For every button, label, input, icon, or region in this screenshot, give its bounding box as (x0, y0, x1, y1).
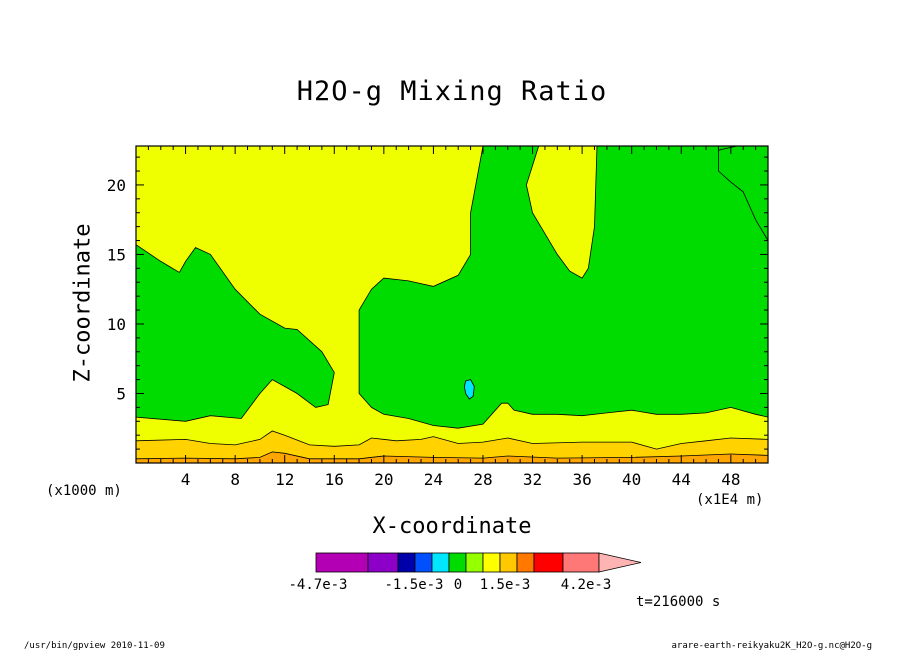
x-tick-label: 4 (181, 470, 191, 489)
colorbar-swatch (315, 552, 369, 573)
plot-frame (135, 145, 769, 464)
x-axis-label: X-coordinate (372, 514, 532, 539)
colorbar-swatch (367, 552, 399, 573)
colorbar-label: 1.5e-3 (480, 577, 531, 593)
footer-right: arare-earth-reikyaku2K_H2O-g.nc@H2O-g (671, 641, 872, 651)
colorbar-swatch (516, 552, 535, 573)
contour-band-orange (135, 451, 769, 464)
time-label: t=216000 s (636, 594, 721, 610)
colorbar-label: -1.5e-3 (384, 577, 443, 593)
y-axis-label: Z-coordinate (70, 223, 96, 383)
colorbar-swatch (499, 552, 518, 573)
contour-region-cyan-2 (463, 379, 475, 400)
colorbar-label: 0 (454, 577, 462, 593)
y-tick-label: 5 (116, 384, 126, 403)
x-tick-label: 44 (672, 470, 691, 489)
colorbar-swatch (414, 552, 433, 573)
contour-fill-layer (135, 145, 769, 464)
colorbar-swatch (448, 552, 467, 573)
y-tick-label: 15 (107, 245, 126, 264)
x-tick-label: 40 (622, 470, 641, 489)
x-tick-label: 12 (275, 470, 294, 489)
footer-left: /usr/bin/gpview 2010-11-09 (24, 641, 165, 651)
x-tick-label: 48 (721, 470, 740, 489)
x-axis-unit: (x1000 m) (46, 483, 122, 499)
colorbar: -4.7e-3 -1.5e-3 0 1.5e-3 4.2e-3 (288, 552, 642, 593)
colorbar-swatch (397, 552, 416, 573)
colorbar-label: -4.7e-3 (288, 577, 347, 593)
x-tick-label: 24 (424, 470, 443, 489)
colorbar-swatch (431, 552, 450, 573)
x-axis-multiplier: (x1E4 m) (696, 492, 764, 508)
x-tick-label: 20 (374, 470, 393, 489)
x-tick-label: 28 (473, 470, 492, 489)
y-tick-label: 20 (107, 176, 126, 195)
colorbar-arrow (598, 552, 642, 573)
x-tick-label: 36 (572, 470, 591, 489)
colorbar-swatch (482, 552, 501, 573)
chart-title: H2O-g Mixing Ratio (296, 76, 608, 107)
x-tick-label: 32 (523, 470, 542, 489)
contour-region-green-0 (135, 243, 335, 422)
colorbar-swatch (533, 552, 564, 573)
x-tick-label: 16 (325, 470, 344, 489)
colorbar-label: 4.2e-3 (561, 577, 612, 593)
x-tick-label: 8 (230, 470, 240, 489)
colorbar-swatch (465, 552, 484, 573)
y-tick-label: 10 (107, 315, 126, 334)
colorbar-swatch (562, 552, 600, 573)
